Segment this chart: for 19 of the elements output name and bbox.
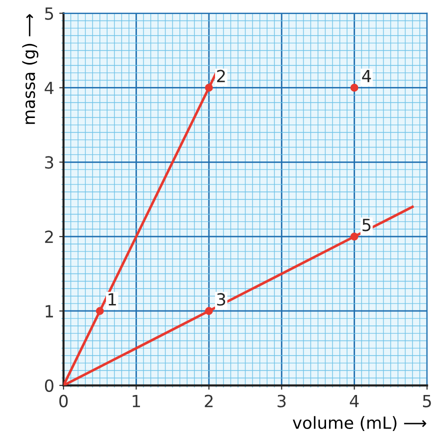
annotation: 4 xyxy=(362,70,371,82)
annotation: 5 xyxy=(362,218,370,232)
annotation: 2 xyxy=(217,70,225,82)
annotation: 1 xyxy=(108,293,116,306)
y-tick-label: 1 xyxy=(46,305,53,318)
x-tick-label: 0 xyxy=(59,394,68,408)
y-tick-label: 0 xyxy=(44,379,54,392)
x-tick-label: 4 xyxy=(350,394,359,408)
x-axis-title: volume (mL) ⟶ xyxy=(292,416,426,431)
y-axis-title: massa (g) ⟶ xyxy=(22,14,38,124)
x-tick-label: 5 xyxy=(423,394,431,408)
y-tick-label: 3 xyxy=(45,156,54,169)
annotation: 3 xyxy=(217,293,226,306)
x-tick-label: 1 xyxy=(132,394,140,408)
x-tick-label: 3 xyxy=(278,394,286,408)
y-tick-label: 4 xyxy=(44,82,54,94)
y-tick-label: 2 xyxy=(45,230,53,243)
y-tick-label: 5 xyxy=(45,7,54,20)
x-tick-label: 2 xyxy=(204,394,213,408)
